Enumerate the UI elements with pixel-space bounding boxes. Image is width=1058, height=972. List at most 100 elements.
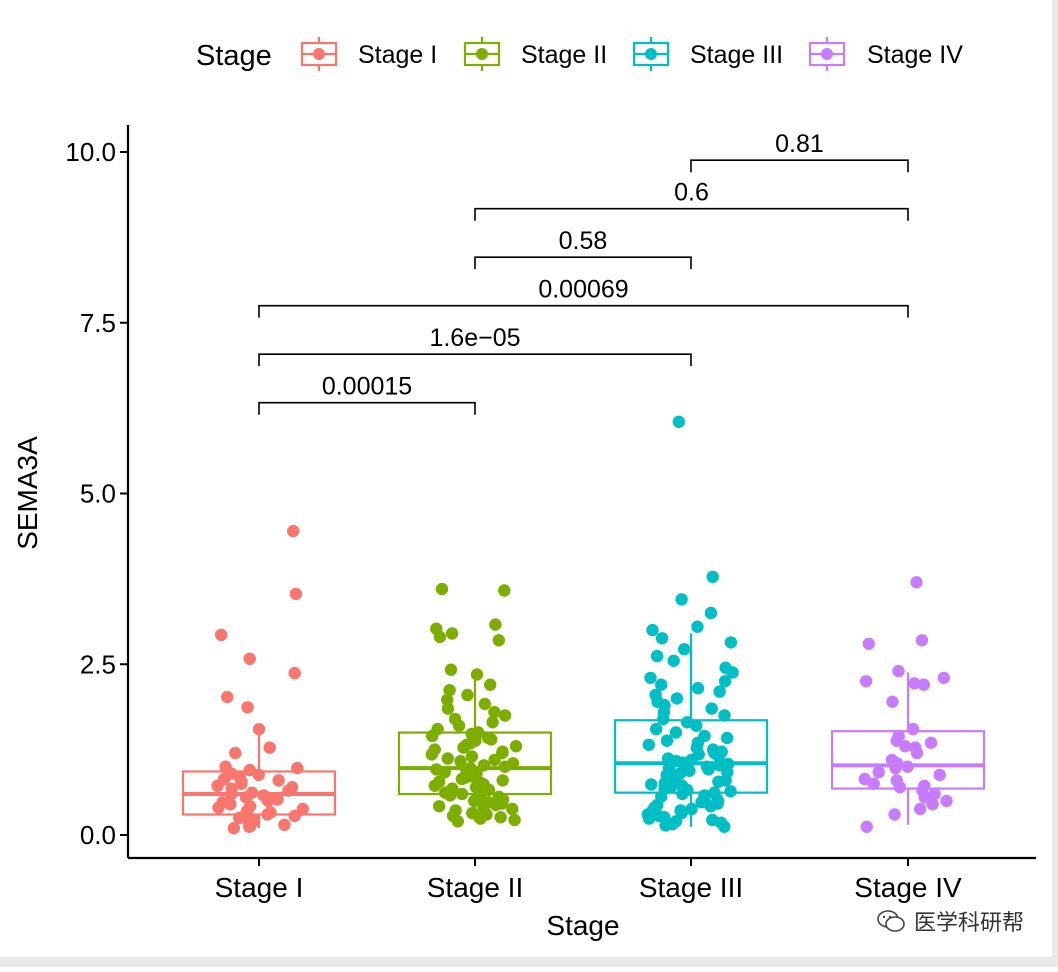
data-point: [488, 705, 501, 719]
data-point: [498, 709, 512, 722]
data-point: [910, 746, 924, 760]
data-point: [906, 722, 920, 736]
data-point: [691, 620, 704, 633]
bottom-border: [0, 957, 1058, 967]
data-point: [485, 733, 498, 746]
data-point: [915, 634, 929, 647]
p-value-label: 0.58: [559, 227, 608, 255]
data-point: [484, 678, 497, 691]
data-point: [496, 774, 509, 787]
bracket-line: [258, 353, 692, 367]
data-point: [910, 576, 923, 589]
comparison-brackets: 0.00015 1.6e−05 0.00069 0.58 0.6 0.81: [258, 130, 909, 415]
legend-entry: Stage III: [632, 37, 783, 71]
comparison-bracket: 0.81: [690, 130, 909, 173]
data-point: [645, 778, 658, 791]
p-value-label: 0.00069: [538, 276, 628, 304]
data-point: [712, 775, 725, 788]
data-point: [461, 688, 474, 702]
legend-key: [632, 37, 670, 71]
data-point: [221, 690, 234, 704]
data-point: [433, 800, 446, 813]
data-point: [211, 779, 224, 792]
data-point: [667, 654, 680, 667]
data-point: [488, 753, 501, 767]
data-point: [691, 682, 705, 695]
data-point: [474, 812, 487, 825]
data-point: [441, 702, 455, 715]
data-point: [426, 729, 439, 743]
bracket-line: [690, 159, 909, 173]
data-point: [718, 820, 731, 833]
data-point: [655, 632, 669, 645]
data-point: [451, 815, 464, 828]
p-value-label: 0.6: [674, 179, 709, 207]
data-point: [705, 702, 718, 715]
watermark: 医学科研帮: [876, 905, 1024, 937]
bracket-line: [258, 304, 909, 318]
data-point: [899, 740, 912, 753]
comparison-bracket: 1.6e−05: [258, 324, 692, 367]
data-point: [489, 798, 502, 812]
data-point: [261, 808, 274, 821]
data-point: [498, 584, 511, 597]
data-point: [650, 649, 664, 663]
data-point: [718, 675, 732, 688]
legend-entry: Stage IV: [808, 37, 963, 71]
data-point: [288, 666, 301, 680]
data-point: [443, 684, 456, 697]
data-point: [287, 524, 300, 538]
data-point: [644, 671, 657, 685]
data-point: [886, 695, 899, 708]
data-point: [252, 768, 265, 782]
data-point: [655, 678, 668, 691]
data-point: [926, 798, 939, 811]
data-point: [465, 750, 479, 763]
data-point: [669, 726, 683, 739]
data-point: [713, 685, 726, 698]
data-point: [492, 634, 505, 647]
x-tick-label: Stage III: [639, 872, 743, 903]
data-point: [660, 734, 674, 747]
data-point: [893, 781, 907, 794]
data-point: [289, 587, 303, 601]
data-point: [477, 759, 491, 772]
p-value-label: 0.81: [775, 130, 824, 158]
data-point: [867, 777, 880, 790]
data-point: [498, 760, 512, 773]
legend-entry: Stage I: [300, 37, 437, 71]
y-tick-label: 7.5: [80, 308, 116, 338]
data-point: [676, 787, 689, 801]
legend-label: Stage III: [690, 41, 783, 69]
data-point: [702, 763, 715, 776]
comparison-bracket: 0.58: [474, 227, 692, 270]
data-point: [704, 800, 717, 813]
data-point: [862, 637, 875, 650]
iqr-box: [830, 730, 986, 790]
legend-point: [476, 48, 488, 60]
data-point: [888, 808, 901, 821]
data-point: [937, 671, 950, 685]
comparison-bracket: 0.6: [474, 179, 909, 221]
y-axis-title: SEMA3A: [12, 436, 43, 550]
x-axis-title: Stage: [546, 910, 619, 941]
data-point: [261, 794, 275, 808]
data-point: [441, 752, 454, 765]
data-point: [706, 570, 719, 583]
data-point: [657, 712, 670, 726]
data-point: [452, 719, 466, 732]
data-point: [704, 606, 718, 620]
legend-point: [645, 48, 657, 60]
data-point: [444, 663, 458, 676]
data-point: [272, 774, 285, 787]
data-point: [685, 802, 698, 816]
data-point: [506, 802, 519, 816]
data-point: [215, 628, 228, 642]
comparison-bracket: 0.00069: [258, 276, 909, 318]
data-point: [235, 777, 248, 790]
data-point: [901, 760, 914, 773]
p-value-label: 0.00015: [322, 373, 412, 401]
data-point: [914, 802, 927, 816]
data-point: [445, 627, 459, 640]
